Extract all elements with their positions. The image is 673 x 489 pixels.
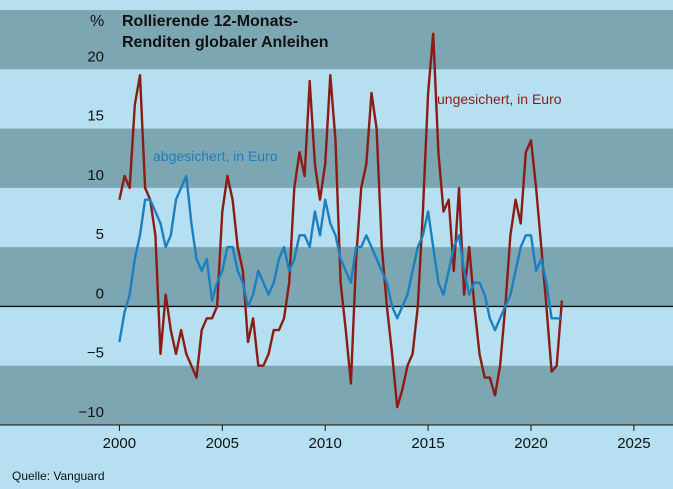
source: Quelle: Vanguard <box>12 469 105 483</box>
x-tick-label: 2020 <box>514 435 547 452</box>
x-tick-label: 2010 <box>308 435 341 452</box>
bands <box>0 10 673 425</box>
y-tick-label: −5 <box>87 345 104 362</box>
x-tick-label: 2000 <box>103 435 136 452</box>
y-tick-label: 20 <box>87 48 104 65</box>
band <box>0 10 673 70</box>
series-line <box>118 32 564 409</box>
y-tick-label: 0 <box>96 285 104 302</box>
series-label: ungesichert, in Euro <box>437 91 562 107</box>
chart-title: Renditen globaler Anleihen <box>122 34 329 51</box>
x-tick-label: 2015 <box>411 435 444 452</box>
y-tick-label: 5 <box>96 226 104 243</box>
series-label: abgesichert, in Euro <box>153 148 278 164</box>
band <box>0 247 673 307</box>
chart-title: Rollierende 12-Monats- <box>122 13 298 30</box>
x-tick-label: 2005 <box>206 435 239 452</box>
y-tick-label: −10 <box>79 404 104 421</box>
x-tick-label: 2025 <box>617 435 650 452</box>
y-tick-label: 10 <box>87 167 104 184</box>
series-line <box>118 174 562 343</box>
y-tick-label: 15 <box>87 108 104 125</box>
band <box>0 365 673 425</box>
unit-label: % <box>90 13 104 30</box>
